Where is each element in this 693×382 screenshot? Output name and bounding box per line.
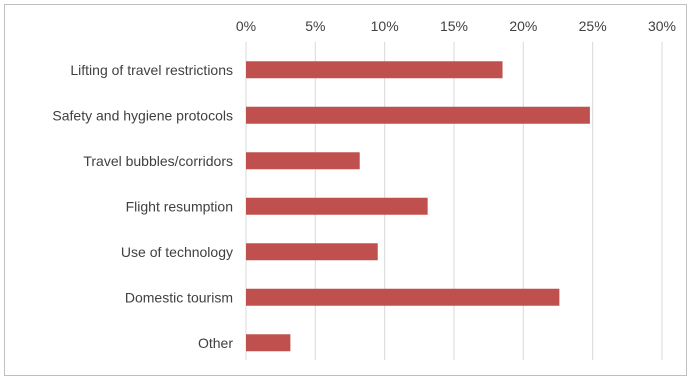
gridlines — [245, 42, 663, 360]
bars — [246, 61, 590, 352]
x-tick-label: 30% — [648, 18, 676, 34]
category-label: Lifting of travel restrictions — [70, 62, 233, 78]
bar — [246, 334, 291, 352]
category-label: Domestic tourism — [125, 289, 233, 305]
bar — [246, 61, 503, 79]
category-label: Safety and hygiene protocols — [52, 107, 233, 123]
bar — [246, 106, 590, 124]
category-label: Use of technology — [121, 244, 233, 260]
x-tick-label: 15% — [440, 18, 468, 34]
x-tick-label: 0% — [236, 18, 256, 34]
category-label: Other — [198, 335, 233, 351]
x-tick-label: 5% — [305, 18, 325, 34]
bar — [246, 288, 560, 306]
bar — [246, 197, 428, 215]
category-label: Flight resumption — [126, 198, 233, 214]
category-labels: Lifting of travel restrictions Safety and… — [52, 62, 233, 351]
x-tick-label: 20% — [509, 18, 537, 34]
bar — [246, 243, 378, 261]
bar — [246, 152, 360, 170]
category-label: Travel bubbles/corridors — [83, 153, 233, 169]
x-tick-label: 25% — [579, 18, 607, 34]
x-tick-label: 10% — [371, 18, 399, 34]
x-axis-ticks: 0% 5% 10% 15% 20% 25% 30% — [236, 18, 676, 34]
